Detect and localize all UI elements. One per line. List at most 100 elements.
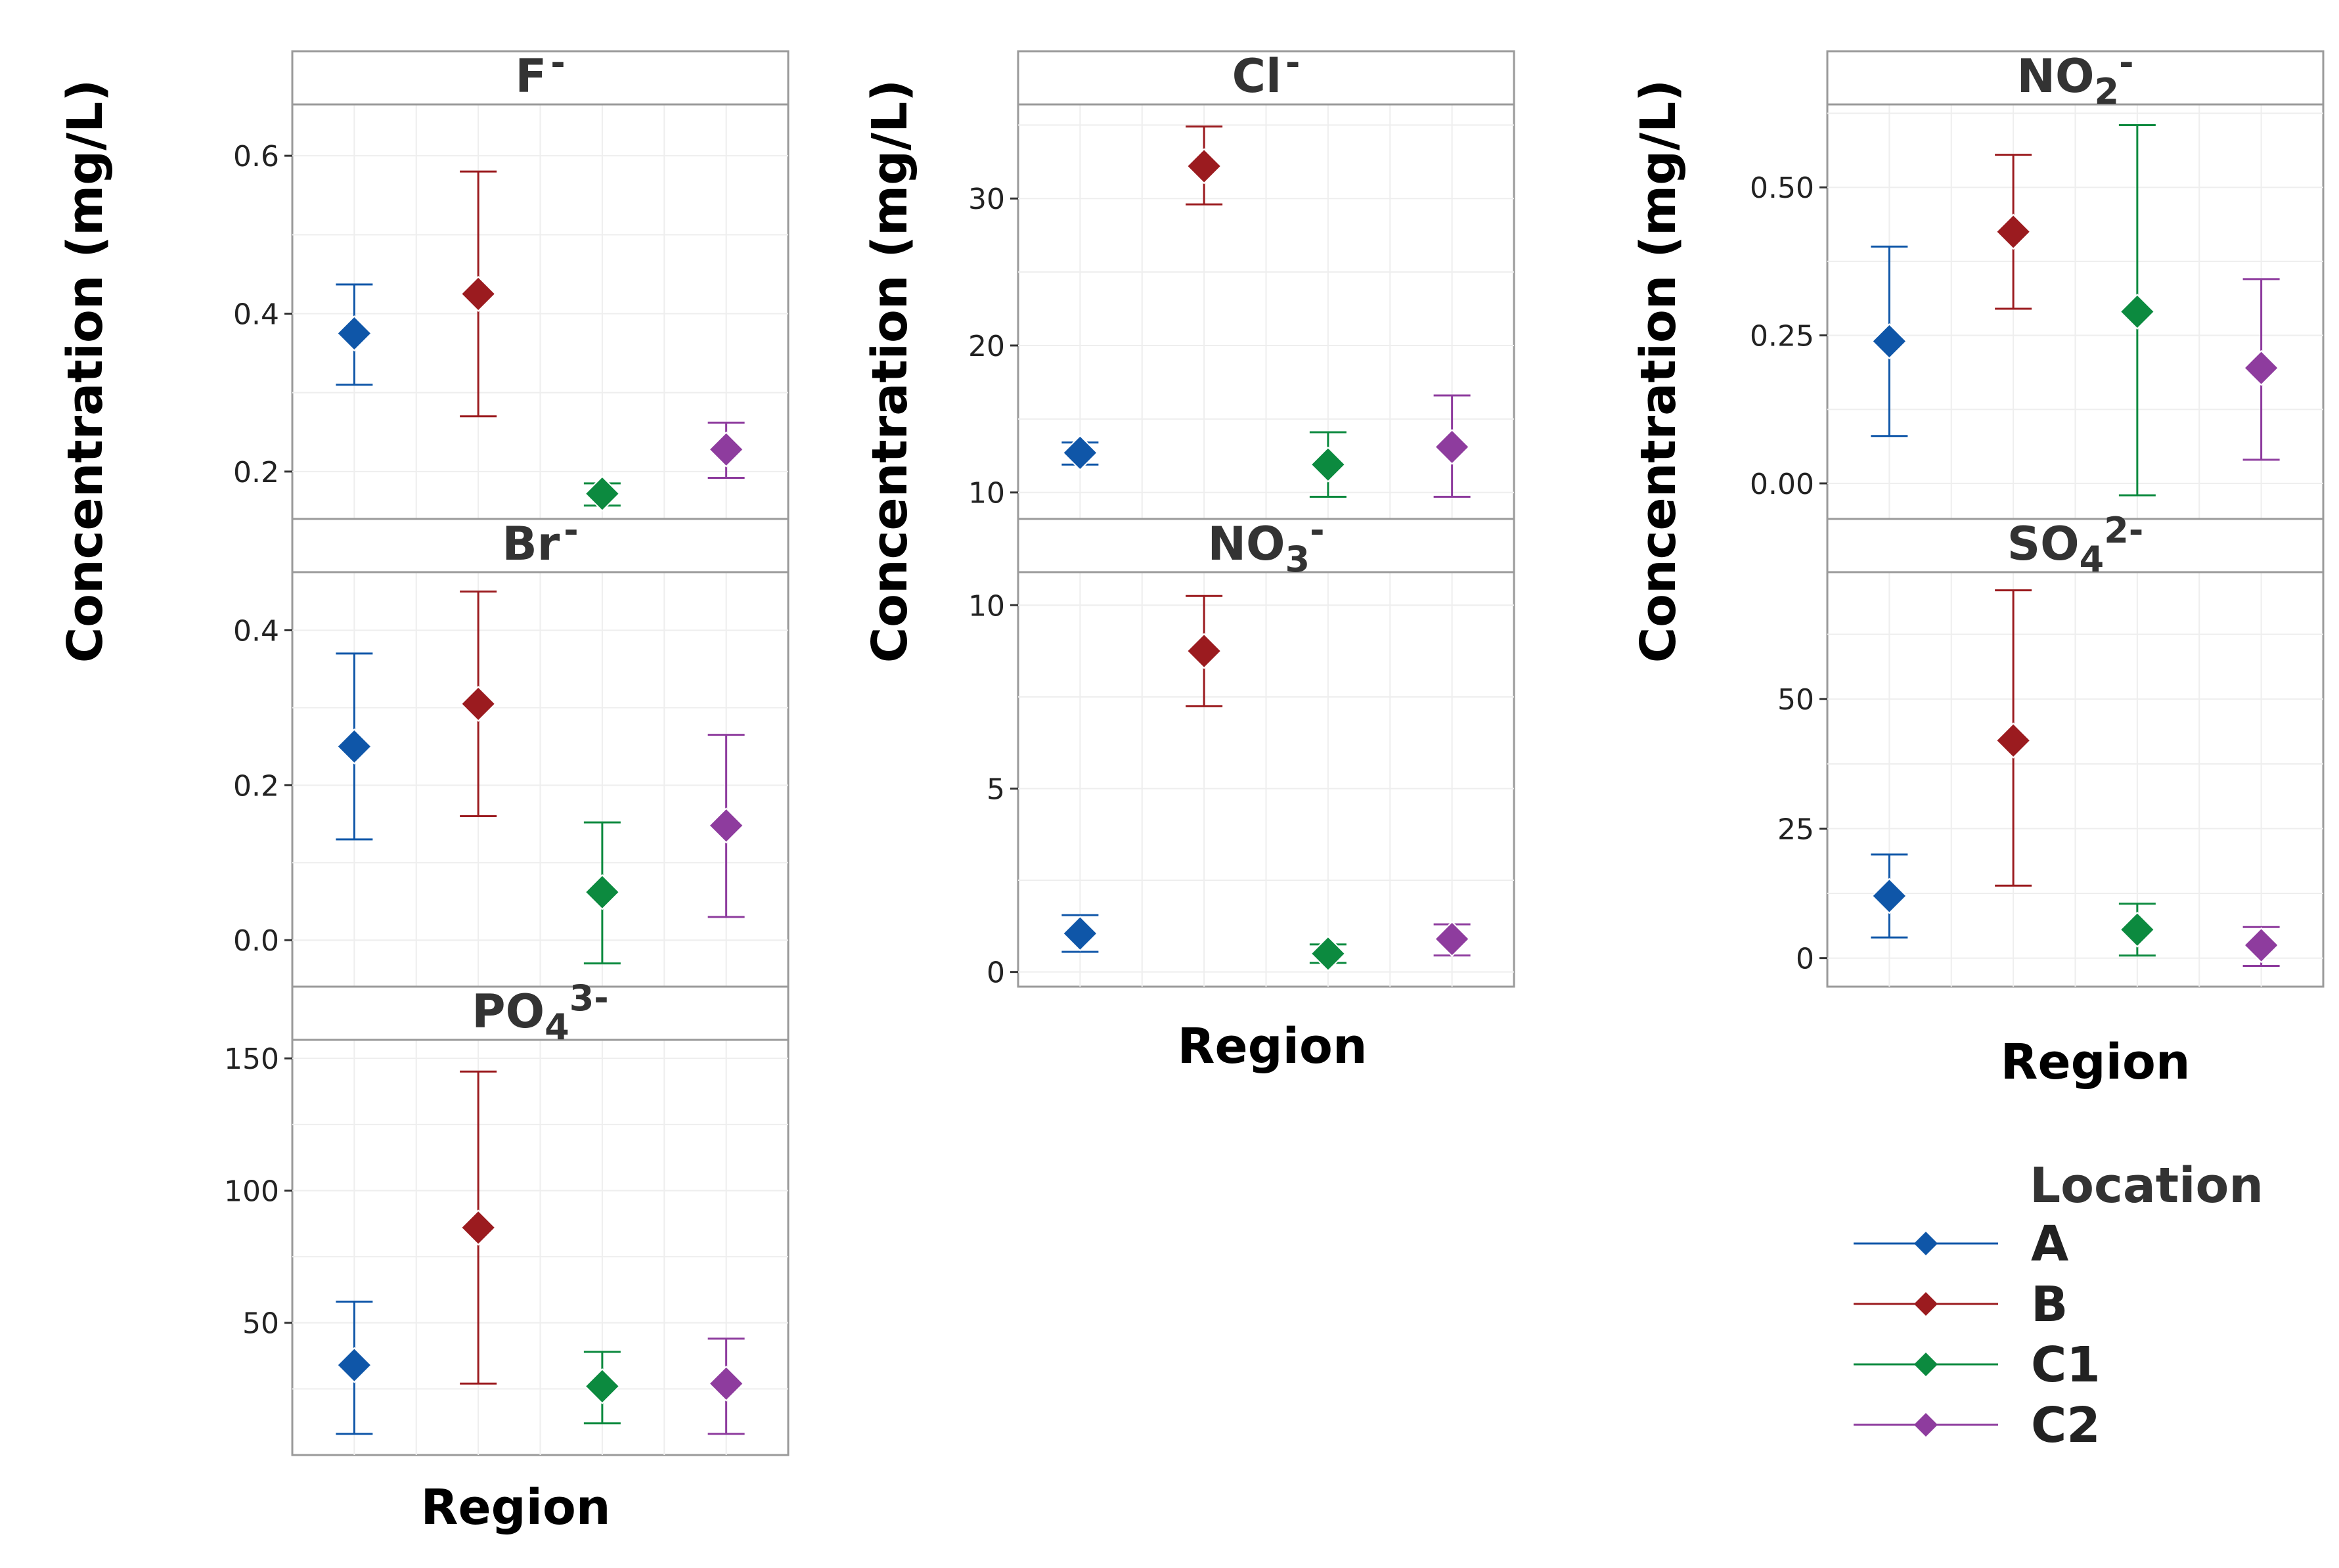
data-point-SO4-A bbox=[1871, 853, 1908, 939]
x-axis-title-col1: Region bbox=[420, 1479, 610, 1536]
data-point-Br-C1 bbox=[583, 821, 621, 965]
diamond-marker bbox=[584, 1368, 621, 1404]
y-tick-label: 25 bbox=[1777, 813, 1814, 846]
data-point-F-C1 bbox=[583, 476, 621, 512]
y-tick-label: 0.2 bbox=[233, 456, 279, 489]
data-point-PO4-B bbox=[460, 1070, 497, 1385]
diamond-marker bbox=[1434, 428, 1471, 465]
facet-label-SO4: SO42- bbox=[2007, 510, 2144, 580]
data-point-F-B bbox=[460, 170, 497, 418]
panel-Br: Br - 0.0 0.2 0.4 bbox=[233, 510, 790, 988]
legend-entry-C1: C1 bbox=[1854, 1337, 2101, 1393]
y-tick-label: 0.2 bbox=[233, 769, 279, 803]
data-point-F-A bbox=[336, 283, 373, 386]
data-point-SO4-C1 bbox=[2118, 903, 2156, 957]
data-point-NO2-B bbox=[1995, 154, 2032, 310]
y-tick-label: 30 bbox=[968, 183, 1005, 216]
data-point-Cl-C2 bbox=[1433, 394, 1471, 498]
panel-SO4: SO42- 0 25 50 bbox=[1777, 510, 2325, 988]
y-tick-label: 10 bbox=[968, 477, 1005, 510]
diamond-marker bbox=[1186, 148, 1222, 185]
y-tick-label: 0.6 bbox=[233, 140, 279, 173]
diamond-marker bbox=[2243, 927, 2280, 964]
data-point-NO3-A bbox=[1061, 914, 1099, 953]
x-axis-title-col2: Region bbox=[1177, 1018, 1367, 1075]
data-point-PO4-C1 bbox=[583, 1351, 621, 1425]
facet-label-NO3: NO3- bbox=[1207, 510, 1324, 580]
legend-diamond bbox=[1914, 1232, 1938, 1255]
diamond-marker bbox=[2119, 911, 2156, 948]
legend-entry-B: B bbox=[1854, 1276, 2068, 1333]
facet-label-NO2: NO2- bbox=[2016, 42, 2133, 112]
legend-diamond bbox=[1914, 1353, 1938, 1376]
y-tick-label: 50 bbox=[242, 1307, 279, 1341]
diamond-marker bbox=[336, 315, 372, 351]
data-point-Br-A bbox=[336, 652, 373, 841]
facet-strip bbox=[291, 985, 790, 1041]
legend-title: Location bbox=[2030, 1157, 2263, 1214]
facet-strip bbox=[1017, 50, 1515, 106]
data-point-NO2-C2 bbox=[2242, 278, 2280, 461]
diamond-marker bbox=[1186, 633, 1222, 669]
diamond-marker bbox=[2243, 349, 2280, 386]
y-tick-label: 0 bbox=[1796, 943, 1814, 976]
diamond-marker bbox=[584, 874, 621, 910]
panel-F: F - 0.2 0.4 0.6 bbox=[233, 42, 790, 520]
legend-label: C1 bbox=[2031, 1337, 2101, 1393]
facet-strip bbox=[1826, 50, 2325, 106]
diamond-marker bbox=[708, 1365, 745, 1402]
data-point-NO2-C1 bbox=[2118, 124, 2156, 497]
diamond-marker bbox=[336, 728, 372, 765]
data-point-Br-C2 bbox=[707, 734, 745, 918]
facet-label-PO4: PO43- bbox=[472, 977, 608, 1048]
facet-strip bbox=[1017, 518, 1515, 573]
data-point-NO2-A bbox=[1871, 245, 1908, 437]
y-tick-label: 50 bbox=[1777, 683, 1814, 717]
data-point-PO4-A bbox=[336, 1301, 373, 1435]
panel-NO3: NO3- 0 5 10 bbox=[968, 510, 1515, 990]
legend-label: B bbox=[2031, 1276, 2068, 1333]
legend-entry-A: A bbox=[1854, 1216, 2068, 1272]
facet-strip bbox=[291, 50, 790, 106]
data-point-NO3-C2 bbox=[1433, 920, 1471, 957]
y-tick-label: 0 bbox=[987, 956, 1005, 990]
y-tick-label: 20 bbox=[968, 330, 1005, 363]
data-point-NO3-B bbox=[1186, 594, 1223, 707]
diamond-marker bbox=[1995, 213, 2032, 250]
facet-label-Br: Br - bbox=[502, 510, 578, 571]
data-point-Br-B bbox=[460, 590, 497, 818]
data-point-PO4-C2 bbox=[707, 1337, 745, 1435]
diamond-marker bbox=[1061, 915, 1098, 952]
y-axis-title-col3: Concentration (mg/L) bbox=[1630, 79, 1687, 663]
data-point-NO3-C1 bbox=[1309, 935, 1347, 972]
data-point-Cl-C1 bbox=[1309, 431, 1347, 498]
y-tick-label: 5 bbox=[987, 773, 1005, 806]
y-tick-label: 0.0 bbox=[233, 924, 279, 958]
diamond-marker bbox=[460, 276, 497, 312]
y-tick-label: 10 bbox=[968, 589, 1005, 623]
diamond-marker bbox=[584, 476, 621, 512]
diamond-marker bbox=[2119, 294, 2156, 330]
diamond-marker bbox=[1871, 323, 1907, 359]
y-tick-label: 0.00 bbox=[1750, 468, 1814, 501]
data-point-SO4-C2 bbox=[2242, 926, 2280, 967]
data-point-Cl-A bbox=[1061, 434, 1099, 471]
y-tick-label: 0.50 bbox=[1750, 171, 1814, 205]
facet-label-F: F- bbox=[515, 42, 565, 103]
y-axis-title-col1: Concentration (mg/L) bbox=[57, 79, 114, 663]
diamond-marker bbox=[460, 686, 497, 722]
legend-entry-C2: C2 bbox=[1854, 1397, 2101, 1454]
facet-strip bbox=[291, 518, 790, 573]
diamond-marker bbox=[1310, 446, 1347, 483]
data-point-SO4-B bbox=[1995, 589, 2032, 887]
y-tick-label: 0.4 bbox=[233, 298, 279, 332]
diamond-marker bbox=[1995, 722, 2032, 759]
legend-label: A bbox=[2031, 1216, 2068, 1272]
legend-diamond bbox=[1914, 1292, 1938, 1316]
diamond-marker bbox=[1871, 878, 1907, 914]
data-point-F-C2 bbox=[707, 421, 745, 480]
y-tick-label: 150 bbox=[224, 1042, 279, 1076]
diamond-marker bbox=[708, 431, 745, 468]
